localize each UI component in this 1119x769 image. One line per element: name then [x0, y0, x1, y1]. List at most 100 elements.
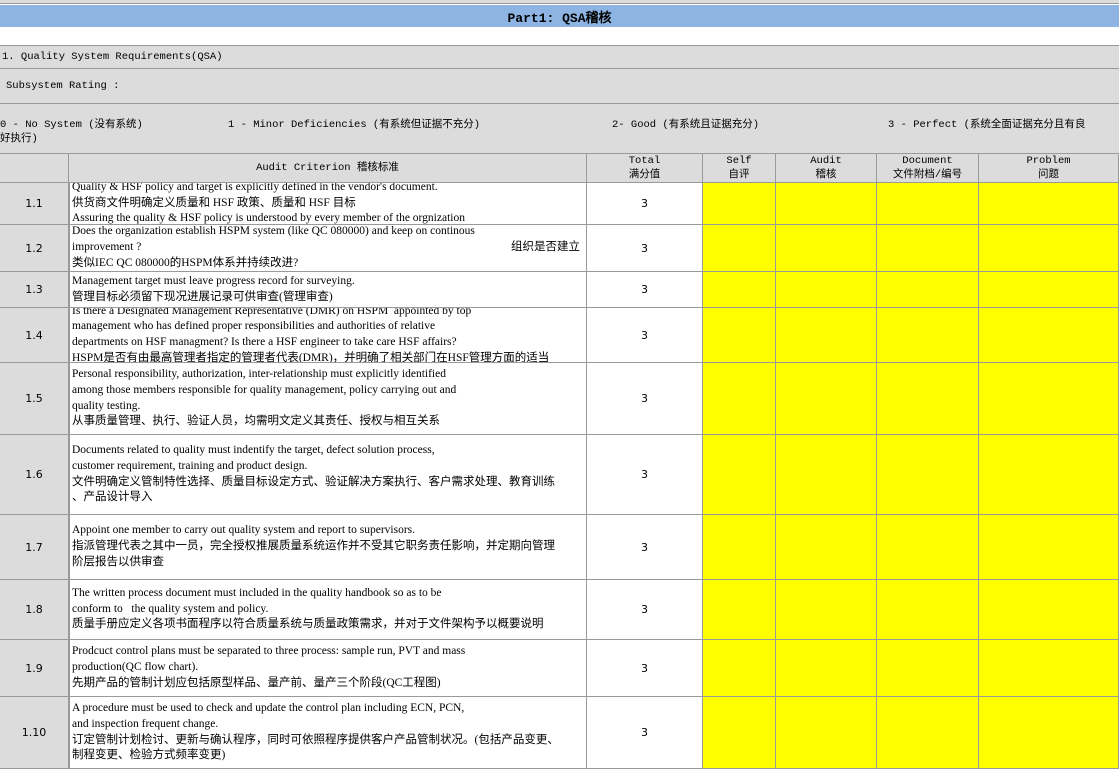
header-text: Total	[628, 155, 661, 167]
input-cell	[979, 308, 1119, 363]
criterion-line: departments on HSF managment? Is there a…	[72, 336, 457, 348]
input-cell	[776, 697, 877, 769]
row-number: 1.9	[0, 640, 69, 697]
criterion-line: customer requirement, training and produ…	[72, 459, 308, 472]
input-cell	[979, 640, 1119, 697]
input-cell	[703, 308, 776, 363]
header-cell: Audit Criterion 稽核标准	[69, 154, 587, 183]
row-number: 1.2	[0, 225, 69, 272]
input-cell	[776, 580, 877, 640]
criterion-cell: Prodcuct control plans must be separated…	[69, 640, 587, 697]
input-cell	[979, 183, 1119, 225]
input-cell	[979, 435, 1119, 515]
criterion-cell: A procedure must be used to check and up…	[69, 697, 587, 769]
rating-legend: 0 - No System (没有系统) 1 - Minor Deficienci…	[0, 104, 1119, 154]
criterion-line: Assuring the quality & HSF policy is und…	[72, 212, 465, 225]
criterion-line: Is there a Designated Management Represe…	[72, 308, 472, 317]
input-cell	[776, 363, 877, 435]
input-cell	[979, 515, 1119, 580]
input-cell	[877, 435, 979, 515]
criterion-line: 、产品设计导入	[72, 491, 153, 504]
criterion-line: HSPM是否有由最高管理者指定的管理者代表(DMR)，并明确了相关部门在HSF管…	[72, 351, 550, 363]
input-cell	[776, 225, 877, 272]
criterion-cell: The written process document must includ…	[69, 580, 587, 640]
input-cell	[776, 435, 877, 515]
input-cell	[877, 697, 979, 769]
input-cell	[877, 363, 979, 435]
total-score: 3	[587, 697, 703, 769]
total-score: 3	[587, 308, 703, 363]
criterion-line: The written process document must includ…	[72, 586, 442, 599]
total-score: 3	[587, 183, 703, 225]
row-number: 1.4	[0, 308, 69, 363]
input-cell	[703, 697, 776, 769]
criterion-line: A procedure must be used to check and up…	[72, 702, 465, 715]
criterion-line: 指派管理代表之其中一员，完全授权推展质量系统运作并不受其它职务责任影响，并定期向…	[72, 540, 555, 553]
input-cell	[776, 640, 877, 697]
input-cell	[877, 640, 979, 697]
criterion-line: 从事质量管理、执行、验证人员，均需明文定义其责任、授权与相互关系	[72, 415, 440, 428]
criterion-line: conform to the quality system and policy…	[72, 602, 269, 615]
subsystem-rating: Subsystem Rating :	[0, 69, 1119, 104]
criterion-line: 文件明确定义管制特性选择、质量目标设定方式、验证解决方案执行、客户需求处理、教育…	[72, 475, 555, 488]
criterion-text: improvement ?	[72, 241, 142, 254]
header-text: 文件附档/编号	[892, 169, 963, 181]
criterion-line: 订定管制计划检讨、更新与确认程序，同时可依照程序提供客户产品管制状况。(包括产品…	[72, 733, 559, 746]
column-header-strip	[0, 0, 1119, 4]
header-text: Document	[902, 155, 953, 167]
criterion-line: Personal responsibility, authorization, …	[72, 368, 446, 381]
input-cell	[877, 272, 979, 308]
row-number: 1.10	[0, 697, 69, 769]
total-score: 3	[587, 272, 703, 308]
input-cell	[703, 515, 776, 580]
criterion-cell: Quality & HSF policy and target is expli…	[69, 183, 587, 225]
input-cell	[979, 363, 1119, 435]
total-score: 3	[587, 363, 703, 435]
rating-item: 3 - Perfect (系统全面证据充分且有良	[888, 119, 1086, 131]
header-cell	[0, 154, 69, 183]
criterion-cell: Management target must leave progress re…	[69, 272, 587, 308]
rating-item: 好执行)	[0, 133, 38, 145]
input-cell	[703, 580, 776, 640]
rating-item: 2- Good (有系统且证据充分)	[612, 119, 760, 131]
row-number: 1.3	[0, 272, 69, 308]
input-cell	[703, 640, 776, 697]
row-number: 1.8	[0, 580, 69, 640]
input-cell	[877, 515, 979, 580]
total-score: 3	[587, 435, 703, 515]
row-number: 1.5	[0, 363, 69, 435]
input-cell	[877, 308, 979, 363]
header-text: 问题	[1038, 169, 1059, 181]
section-label: 1. Quality System Requirements(QSA)	[0, 45, 1119, 69]
criterion-line: 供货商文件明确定义质量和 HSF 政策、质量和 HSF 目标	[72, 196, 356, 209]
header-cell: Total 满分值	[587, 154, 703, 183]
criterion-line: among those members responsible for qual…	[72, 383, 457, 396]
criterion-line: Quality & HSF policy and target is expli…	[72, 183, 438, 193]
total-score: 3	[587, 580, 703, 640]
criterion-line: quality testing.	[72, 399, 141, 412]
criterion-line: management who has defined proper respon…	[72, 320, 436, 333]
criterion-cell: Appoint one member to carry out quality …	[69, 515, 587, 580]
criterion-line: Does the organization establish HSPM sys…	[72, 225, 475, 238]
criterion-line: and inspection frequent change.	[72, 717, 219, 730]
criterion-line: 制程变更、检验方式频率变更)	[72, 749, 226, 762]
header-text: Problem	[1026, 155, 1071, 167]
criterion-cell: Personal responsibility, authorization, …	[69, 363, 587, 435]
criterion-line: 阶层报告以供审查	[72, 555, 164, 568]
header-text: Audit	[810, 155, 842, 167]
input-cell	[877, 225, 979, 272]
input-cell	[877, 580, 979, 640]
criterion-cell: Documents related to quality must indent…	[69, 435, 587, 515]
input-cell	[703, 435, 776, 515]
criterion-text: 组织是否建立	[511, 241, 580, 254]
criterion-line: 先期产品的管制计划应包括原型样品、量产前、量产三个阶段(QC工程图)	[72, 676, 441, 689]
total-score: 3	[587, 515, 703, 580]
criterion-line: production(QC flow chart).	[72, 661, 199, 674]
row-number: 1.6	[0, 435, 69, 515]
input-cell	[776, 308, 877, 363]
input-cell	[979, 580, 1119, 640]
input-cell	[979, 225, 1119, 272]
criterion-line: Appoint one member to carry out quality …	[72, 524, 416, 537]
input-cell	[776, 183, 877, 225]
